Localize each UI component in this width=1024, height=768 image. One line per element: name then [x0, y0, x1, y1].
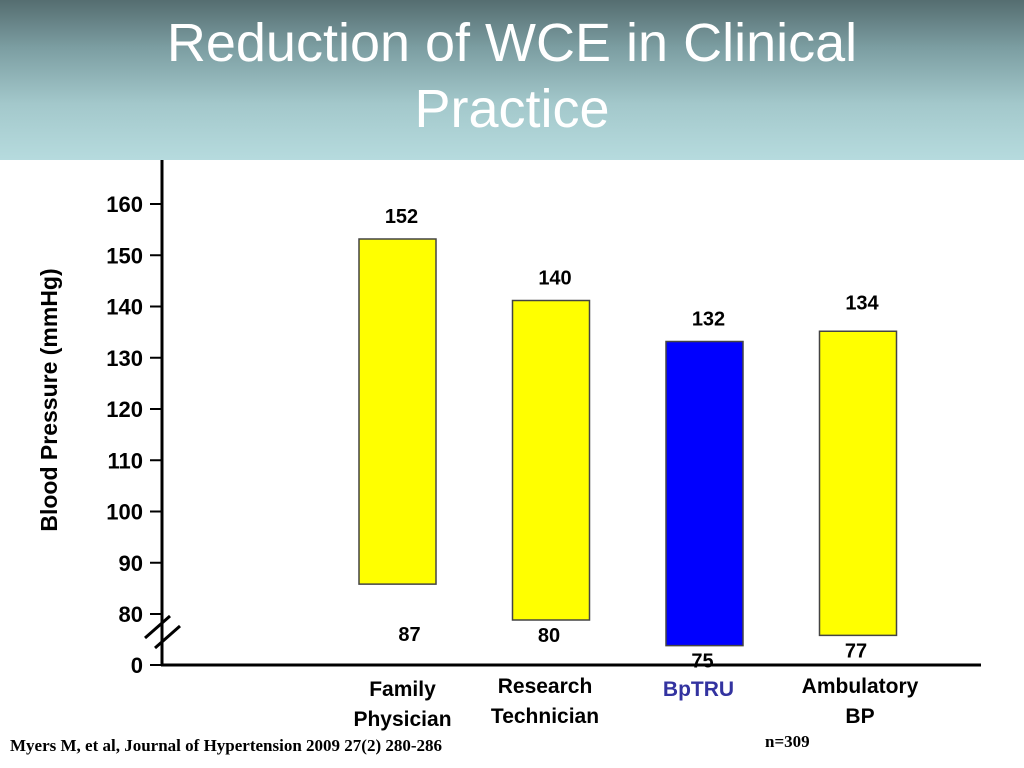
category-label: Technician — [491, 705, 599, 728]
category-label: BpTRU — [663, 678, 734, 701]
axis-break-mark — [154, 624, 181, 650]
y-tick-label: 100 — [106, 500, 143, 525]
y-tick-label: 120 — [106, 397, 143, 422]
y-tick-label: 130 — [106, 346, 143, 371]
y-tick-label: 80 — [119, 602, 143, 627]
diastolic-value-label: 77 — [845, 640, 867, 662]
diastolic-value-label: 87 — [398, 624, 420, 646]
axis-break-mark — [144, 614, 171, 640]
category-label: Research — [498, 675, 593, 698]
systolic-value-label: 134 — [845, 292, 879, 314]
category-label: Family — [369, 678, 436, 701]
systolic-value-label: 140 — [538, 268, 571, 290]
category-label: Physician — [353, 708, 451, 731]
y-tick-label: 150 — [106, 243, 143, 268]
y-tick-label: 0 — [131, 653, 143, 678]
citation: Myers M, et al, Journal of Hypertension … — [10, 736, 443, 755]
title-banner — [0, 0, 1024, 160]
sample-size-note: n=309 — [765, 732, 810, 751]
y-tick-label: 140 — [106, 295, 143, 320]
y-tick-label: 160 — [106, 192, 143, 217]
systolic-value-label: 152 — [385, 206, 418, 228]
category-label: Ambulatory — [802, 675, 919, 698]
category-label: BP — [845, 705, 874, 728]
systolic-value-label: 132 — [692, 309, 725, 331]
diastolic-value-label: 80 — [538, 625, 560, 647]
y-tick-label: 110 — [108, 448, 144, 473]
range-bar — [358, 238, 437, 585]
range-bar — [665, 340, 744, 647]
slide-title-line-1: Reduction of WCE in Clinical — [166, 13, 858, 73]
y-axis-title: Blood Pressure (mmHg) — [36, 268, 62, 531]
y-tick-label: 90 — [119, 551, 143, 576]
range-bar — [818, 330, 898, 637]
slide-title: Reduction of WCE in Clinical Practice — [0, 10, 1024, 142]
slide-title-line-2: Practice — [414, 79, 610, 139]
diastolic-value-label: 75 — [691, 651, 713, 673]
range-bar — [511, 299, 591, 621]
